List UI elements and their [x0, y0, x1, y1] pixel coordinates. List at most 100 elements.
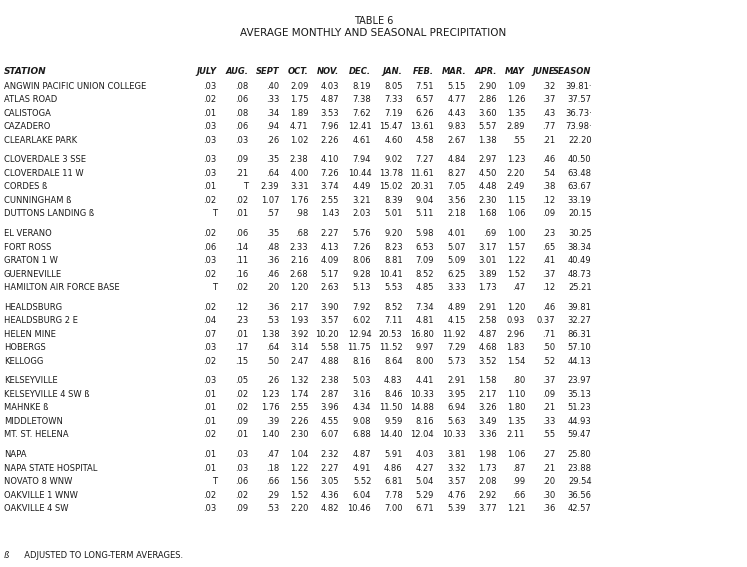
Text: 8.27: 8.27	[447, 169, 466, 178]
Text: 5.39: 5.39	[447, 504, 466, 513]
Text: 7.11: 7.11	[384, 316, 403, 325]
Text: 4.15: 4.15	[447, 316, 466, 325]
Text: 4.61: 4.61	[353, 136, 371, 145]
Text: 32.27: 32.27	[568, 316, 592, 325]
Text: 5.29: 5.29	[415, 490, 434, 500]
Text: JAN.: JAN.	[383, 67, 403, 76]
Text: 11.50: 11.50	[379, 404, 403, 412]
Text: 4.03: 4.03	[415, 450, 434, 459]
Text: 1.83: 1.83	[506, 343, 525, 352]
Text: 1.54: 1.54	[506, 357, 525, 366]
Text: 10.41: 10.41	[379, 269, 403, 278]
Text: .50: .50	[542, 343, 555, 352]
Text: .12: .12	[235, 303, 248, 312]
Text: .05: .05	[235, 376, 248, 386]
Text: .03: .03	[203, 136, 217, 145]
Text: 7.19: 7.19	[384, 109, 403, 117]
Text: 6.07: 6.07	[320, 430, 339, 439]
Text: 8.00: 8.00	[415, 357, 434, 366]
Text: 15.02: 15.02	[379, 183, 403, 191]
Text: TABLE 6: TABLE 6	[354, 16, 393, 26]
Text: STATION: STATION	[4, 67, 46, 76]
Text: 1.00: 1.00	[506, 229, 525, 238]
Text: 11.75: 11.75	[347, 343, 371, 352]
Text: .01: .01	[235, 430, 248, 439]
Text: HAMILTON AIR FORCE BASE: HAMILTON AIR FORCE BASE	[4, 283, 120, 292]
Text: 6.25: 6.25	[447, 269, 466, 278]
Text: MAY: MAY	[505, 67, 525, 76]
Text: .02: .02	[203, 357, 217, 366]
Text: 1.93: 1.93	[290, 316, 309, 325]
Text: 29.54: 29.54	[568, 477, 592, 486]
Text: .02: .02	[203, 95, 217, 104]
Text: .01: .01	[203, 109, 217, 117]
Text: .12: .12	[542, 196, 555, 205]
Text: 3.60: 3.60	[478, 109, 497, 117]
Text: 51.23: 51.23	[568, 404, 592, 412]
Text: 16.80: 16.80	[410, 330, 434, 338]
Text: .23: .23	[235, 316, 248, 325]
Text: .35: .35	[266, 229, 279, 238]
Text: .06: .06	[235, 122, 248, 131]
Text: 9.08: 9.08	[353, 417, 371, 426]
Text: 4.34: 4.34	[353, 404, 371, 412]
Text: 12.41: 12.41	[347, 122, 371, 131]
Text: T: T	[243, 183, 248, 191]
Text: 3.52: 3.52	[478, 357, 497, 366]
Text: 4.58: 4.58	[415, 136, 434, 145]
Text: 2.58: 2.58	[478, 316, 497, 325]
Text: 4.60: 4.60	[384, 136, 403, 145]
Text: 2.97: 2.97	[478, 155, 497, 164]
Text: .17: .17	[235, 343, 248, 352]
Text: .03: .03	[203, 504, 217, 513]
Text: .87: .87	[512, 464, 525, 473]
Text: .01: .01	[203, 404, 217, 412]
Text: 8.05: 8.05	[384, 82, 403, 91]
Text: 4.68: 4.68	[478, 343, 497, 352]
Text: .47: .47	[266, 450, 279, 459]
Text: 15.47: 15.47	[379, 122, 403, 131]
Text: 4.09: 4.09	[320, 256, 339, 265]
Text: .80: .80	[512, 376, 525, 386]
Text: .21: .21	[542, 136, 555, 145]
Text: .41: .41	[542, 256, 555, 265]
Text: KELLOGG: KELLOGG	[4, 357, 43, 366]
Text: CLOVERDALE 3 SSE: CLOVERDALE 3 SSE	[4, 155, 86, 164]
Text: .57: .57	[266, 209, 279, 218]
Text: JULY: JULY	[196, 67, 217, 76]
Text: 4.13: 4.13	[320, 243, 339, 252]
Text: CALISTOGA: CALISTOGA	[4, 109, 52, 117]
Text: .09: .09	[542, 209, 555, 218]
Text: .09: .09	[235, 504, 248, 513]
Text: 4.76: 4.76	[447, 490, 466, 500]
Text: 1.98: 1.98	[478, 450, 497, 459]
Text: 73.98·: 73.98·	[565, 122, 592, 131]
Text: .02: .02	[235, 283, 248, 292]
Text: 63.48: 63.48	[568, 169, 592, 178]
Text: 0.37: 0.37	[536, 316, 555, 325]
Text: 2.08: 2.08	[478, 477, 497, 486]
Text: .47: .47	[512, 283, 525, 292]
Text: 1.10: 1.10	[506, 390, 525, 399]
Text: 2.09: 2.09	[290, 82, 309, 91]
Text: .39: .39	[266, 417, 279, 426]
Text: .52: .52	[542, 357, 555, 366]
Text: 3.21: 3.21	[353, 196, 371, 205]
Text: 39.81: 39.81	[568, 303, 592, 312]
Text: .66: .66	[266, 477, 279, 486]
Text: 40.49: 40.49	[568, 256, 592, 265]
Text: 36.73·: 36.73·	[565, 109, 592, 117]
Text: .40: .40	[266, 82, 279, 91]
Text: .03: .03	[235, 464, 248, 473]
Text: 2.90: 2.90	[478, 82, 497, 91]
Text: NAPA: NAPA	[4, 450, 26, 459]
Text: .65: .65	[542, 243, 555, 252]
Text: .30: .30	[542, 490, 555, 500]
Text: .33: .33	[542, 417, 555, 426]
Text: 5.98: 5.98	[415, 229, 434, 238]
Text: .01: .01	[203, 450, 217, 459]
Text: .20: .20	[266, 283, 279, 292]
Text: 7.96: 7.96	[320, 122, 339, 131]
Text: .15: .15	[235, 357, 248, 366]
Text: 38.34: 38.34	[568, 243, 592, 252]
